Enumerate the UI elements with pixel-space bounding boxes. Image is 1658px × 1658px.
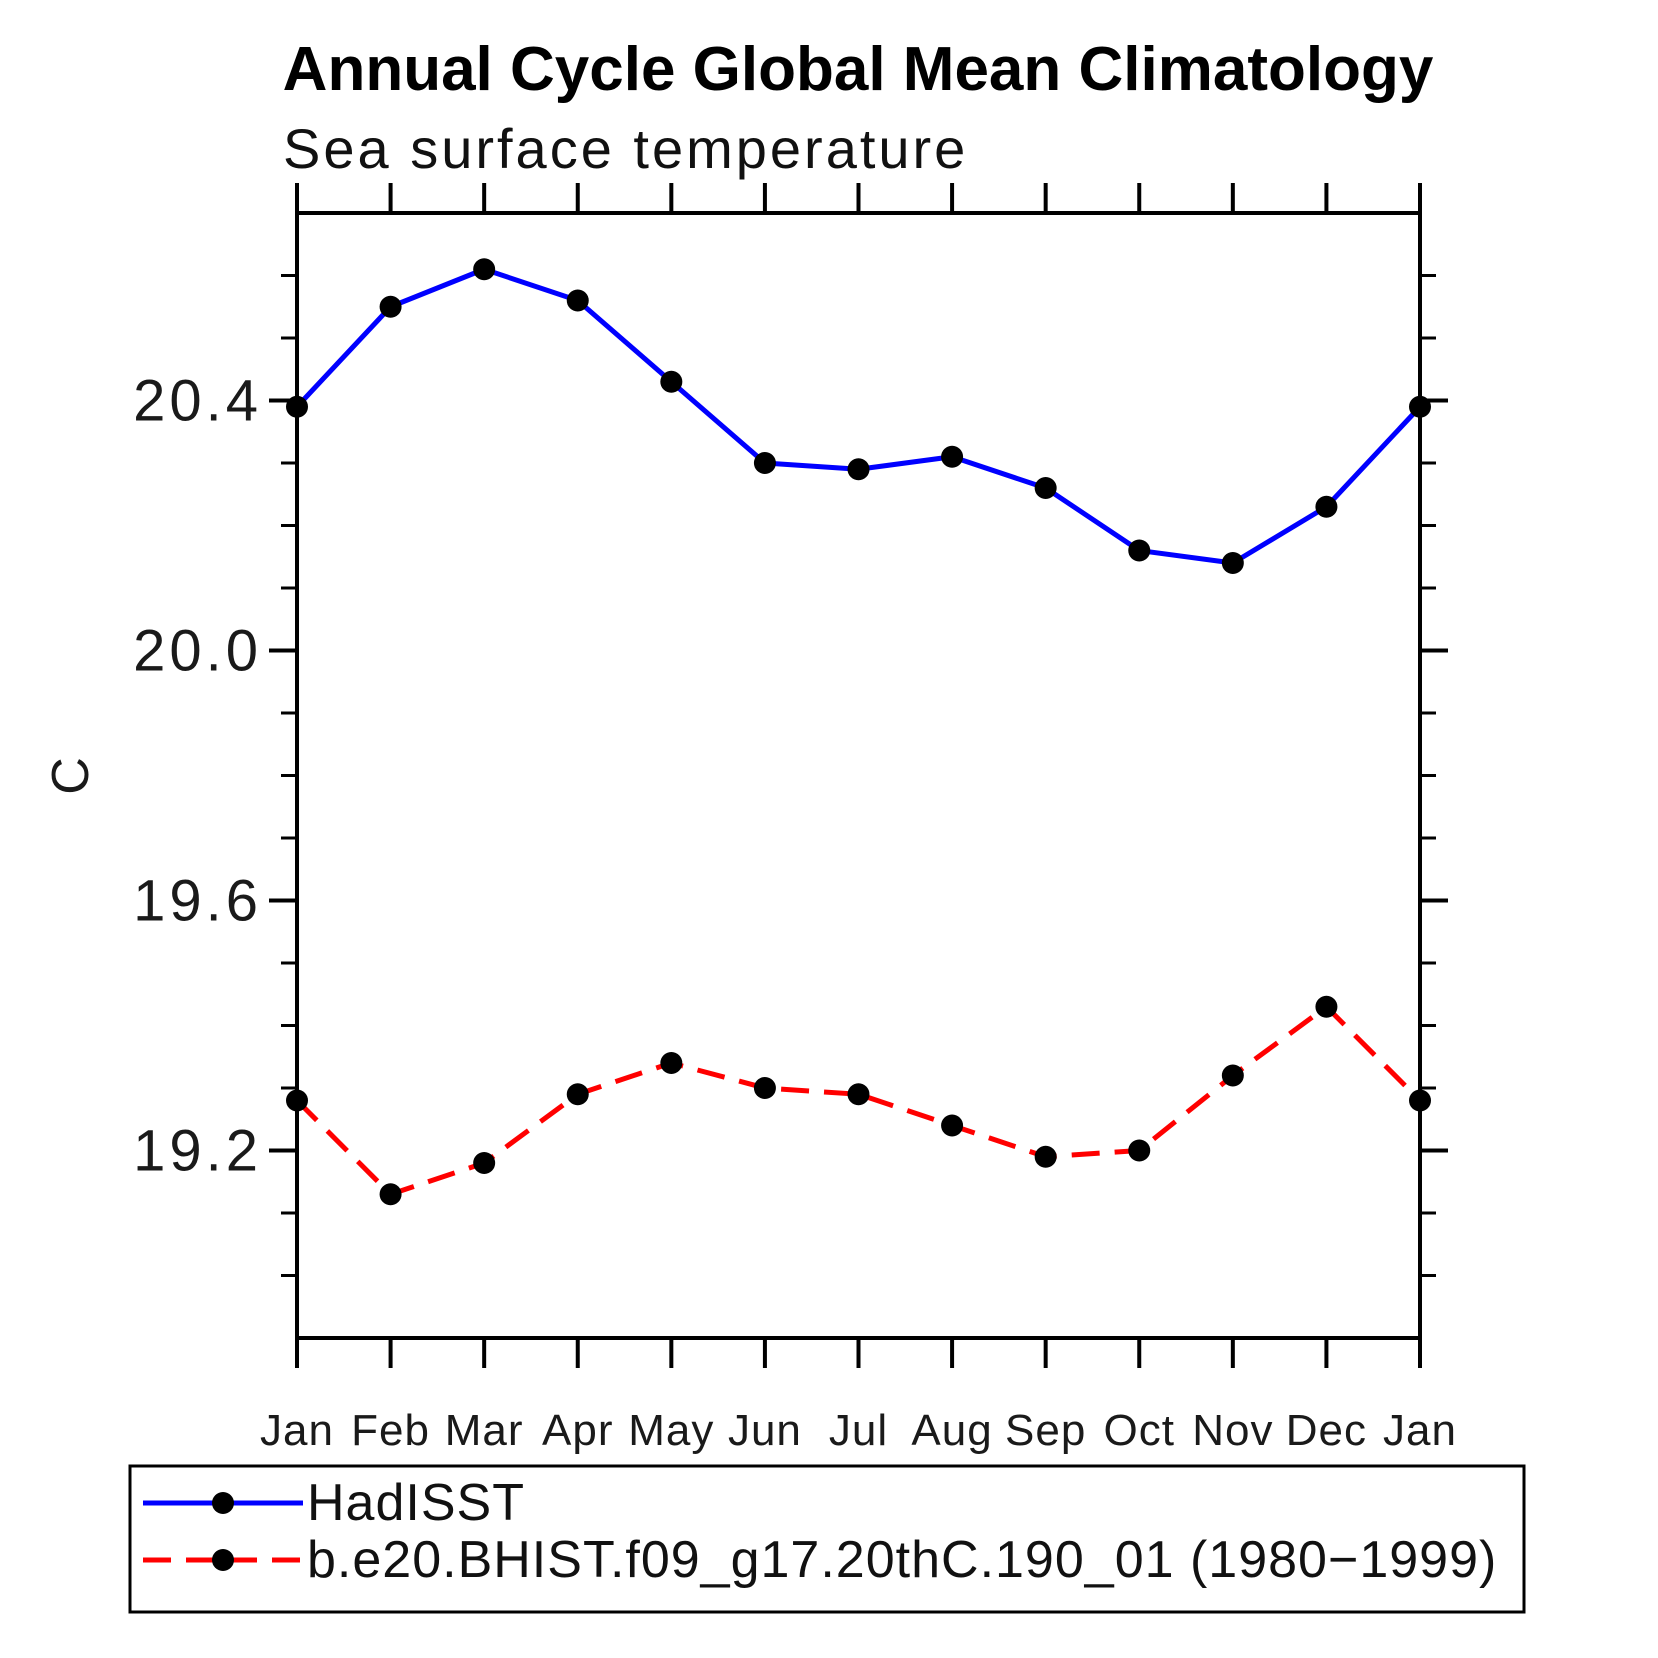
- y-axis-title: C: [42, 757, 100, 795]
- data-point-marker: [660, 1052, 683, 1074]
- data-point-marker: [847, 1083, 870, 1106]
- data-point-marker: [753, 1077, 776, 1099]
- y-tick-label: 19.2: [133, 1119, 262, 1184]
- chart-title: Annual Cycle Global Mean Climatology: [283, 35, 1434, 104]
- data-point-marker: [1315, 995, 1338, 1018]
- x-tick-label: Apr: [542, 1406, 613, 1455]
- x-tick-label: Mar: [445, 1406, 524, 1455]
- legend-samples: [143, 1492, 303, 1571]
- data-point-marker: [753, 452, 776, 474]
- x-tick-label: Sep: [1005, 1406, 1086, 1455]
- y-tick-label: 19.6: [133, 869, 262, 934]
- x-tick-label: Dec: [1286, 1406, 1367, 1455]
- plot-border: [295, 211, 1422, 1340]
- y-tick-label: 20.0: [133, 619, 262, 684]
- series-line-hadisst: [295, 266, 1422, 566]
- data-point-marker: [1034, 477, 1057, 499]
- plot-series: [286, 258, 1431, 1206]
- data-point-marker: [1221, 1064, 1244, 1087]
- data-point-marker: [379, 1183, 402, 1206]
- legend-label-model: b.e20.BHIST.f09_g17.20thC.190_01 (1980−1…: [307, 1531, 1497, 1589]
- data-point-marker: [1128, 539, 1151, 562]
- data-point-marker: [286, 1089, 308, 1112]
- legend-sample-marker: [212, 1492, 234, 1514]
- data-point-marker: [941, 1114, 964, 1137]
- data-point-marker: [1315, 495, 1338, 518]
- plot-ticks: [269, 183, 1448, 1368]
- x-tick-label: Aug: [911, 1406, 992, 1455]
- plot-tick-labels: Jan Feb Mar Apr May Jun Jul Aug Sep Oct Nov Dec Jan 1…: [133, 369, 1457, 1456]
- data-point-marker: [473, 1152, 496, 1174]
- x-tick-label: Jan: [1383, 1406, 1457, 1455]
- data-point-marker: [1128, 1139, 1151, 1162]
- x-tick-label: Feb: [351, 1406, 430, 1455]
- legend-box: [128, 1464, 1526, 1614]
- y-tick-label: 20.4: [133, 369, 262, 434]
- data-point-marker: [286, 395, 308, 418]
- data-point-marker: [379, 295, 402, 318]
- data-point-marker: [941, 445, 964, 468]
- data-point-marker: [1409, 395, 1431, 418]
- data-point-marker: [847, 458, 870, 481]
- x-tick-label: Jan: [260, 1406, 334, 1455]
- legend-label-hadisst: HadISST: [307, 1474, 525, 1532]
- data-point-marker: [1034, 1145, 1057, 1168]
- legend: HadISST b.e20.BHIST.f09_g17.20thC.190_01…: [128, 1464, 1526, 1614]
- x-tick-label: Jun: [728, 1406, 802, 1455]
- chart-subtitle: Sea surface temperature: [283, 117, 968, 180]
- data-point-marker: [660, 370, 683, 393]
- legend-sample-marker: [212, 1549, 234, 1571]
- data-point-marker: [566, 1083, 589, 1106]
- data-point-marker: [1221, 552, 1244, 574]
- data-point-marker: [1409, 1089, 1431, 1112]
- x-tick-label: Oct: [1104, 1406, 1175, 1455]
- x-tick-label: May: [628, 1406, 714, 1455]
- x-tick-label: Jul: [829, 1406, 888, 1455]
- x-tick-label: Nov: [1192, 1406, 1273, 1455]
- data-point-marker: [566, 289, 589, 312]
- plot-frame: [295, 211, 1422, 1340]
- data-point-marker: [473, 258, 496, 281]
